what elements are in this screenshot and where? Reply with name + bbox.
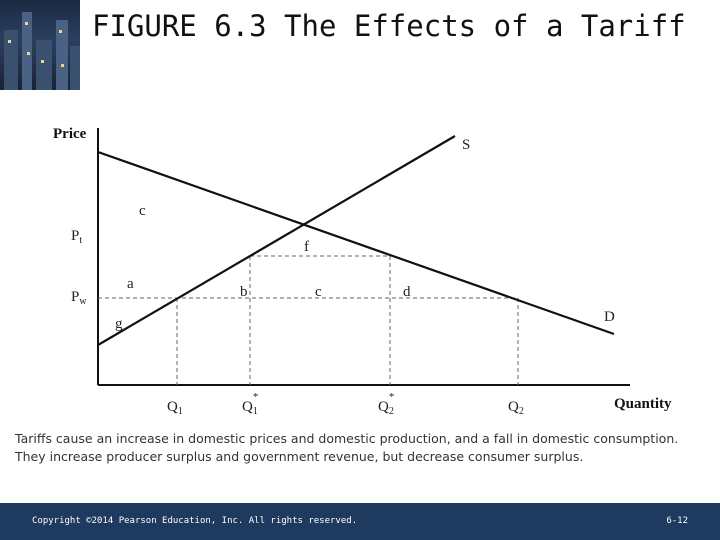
copyright-text: Copyright ©2014 Pearson Education, Inc. … [32,516,358,526]
q1-label: Q1 [167,399,183,417]
area-label-a: a [127,276,134,292]
q1-star-label: Q1* [242,391,258,417]
area-label-f: f [304,239,309,255]
tariff-price-label: Pt [71,228,82,246]
page-number: 6-12 [666,516,688,526]
world-price-label: Pw [71,289,87,307]
area-label-c-top: c [139,203,146,219]
q2-star-label: Q2* [378,391,394,417]
area-label-d: d [403,284,411,300]
supply-label: S [462,137,470,153]
slide-title: FIGURE 6.3 The Effects of a Tariff [92,9,686,43]
x-axis-label: Quantity [614,396,672,412]
area-label-g: g [115,316,123,332]
area-label-c: c [315,284,322,300]
q2-label: Q2 [508,399,524,417]
y-axis-label: Price [53,126,87,142]
footer-bar: Copyright ©2014 Pearson Education, Inc. … [0,503,720,540]
corner-photo [0,0,80,90]
slide-caption: Tariffs cause an increase in domestic pr… [15,431,679,464]
area-label-b: b [240,284,248,300]
demand-curve [97,150,615,336]
demand-label: D [604,309,615,325]
supply-curve [97,135,456,346]
